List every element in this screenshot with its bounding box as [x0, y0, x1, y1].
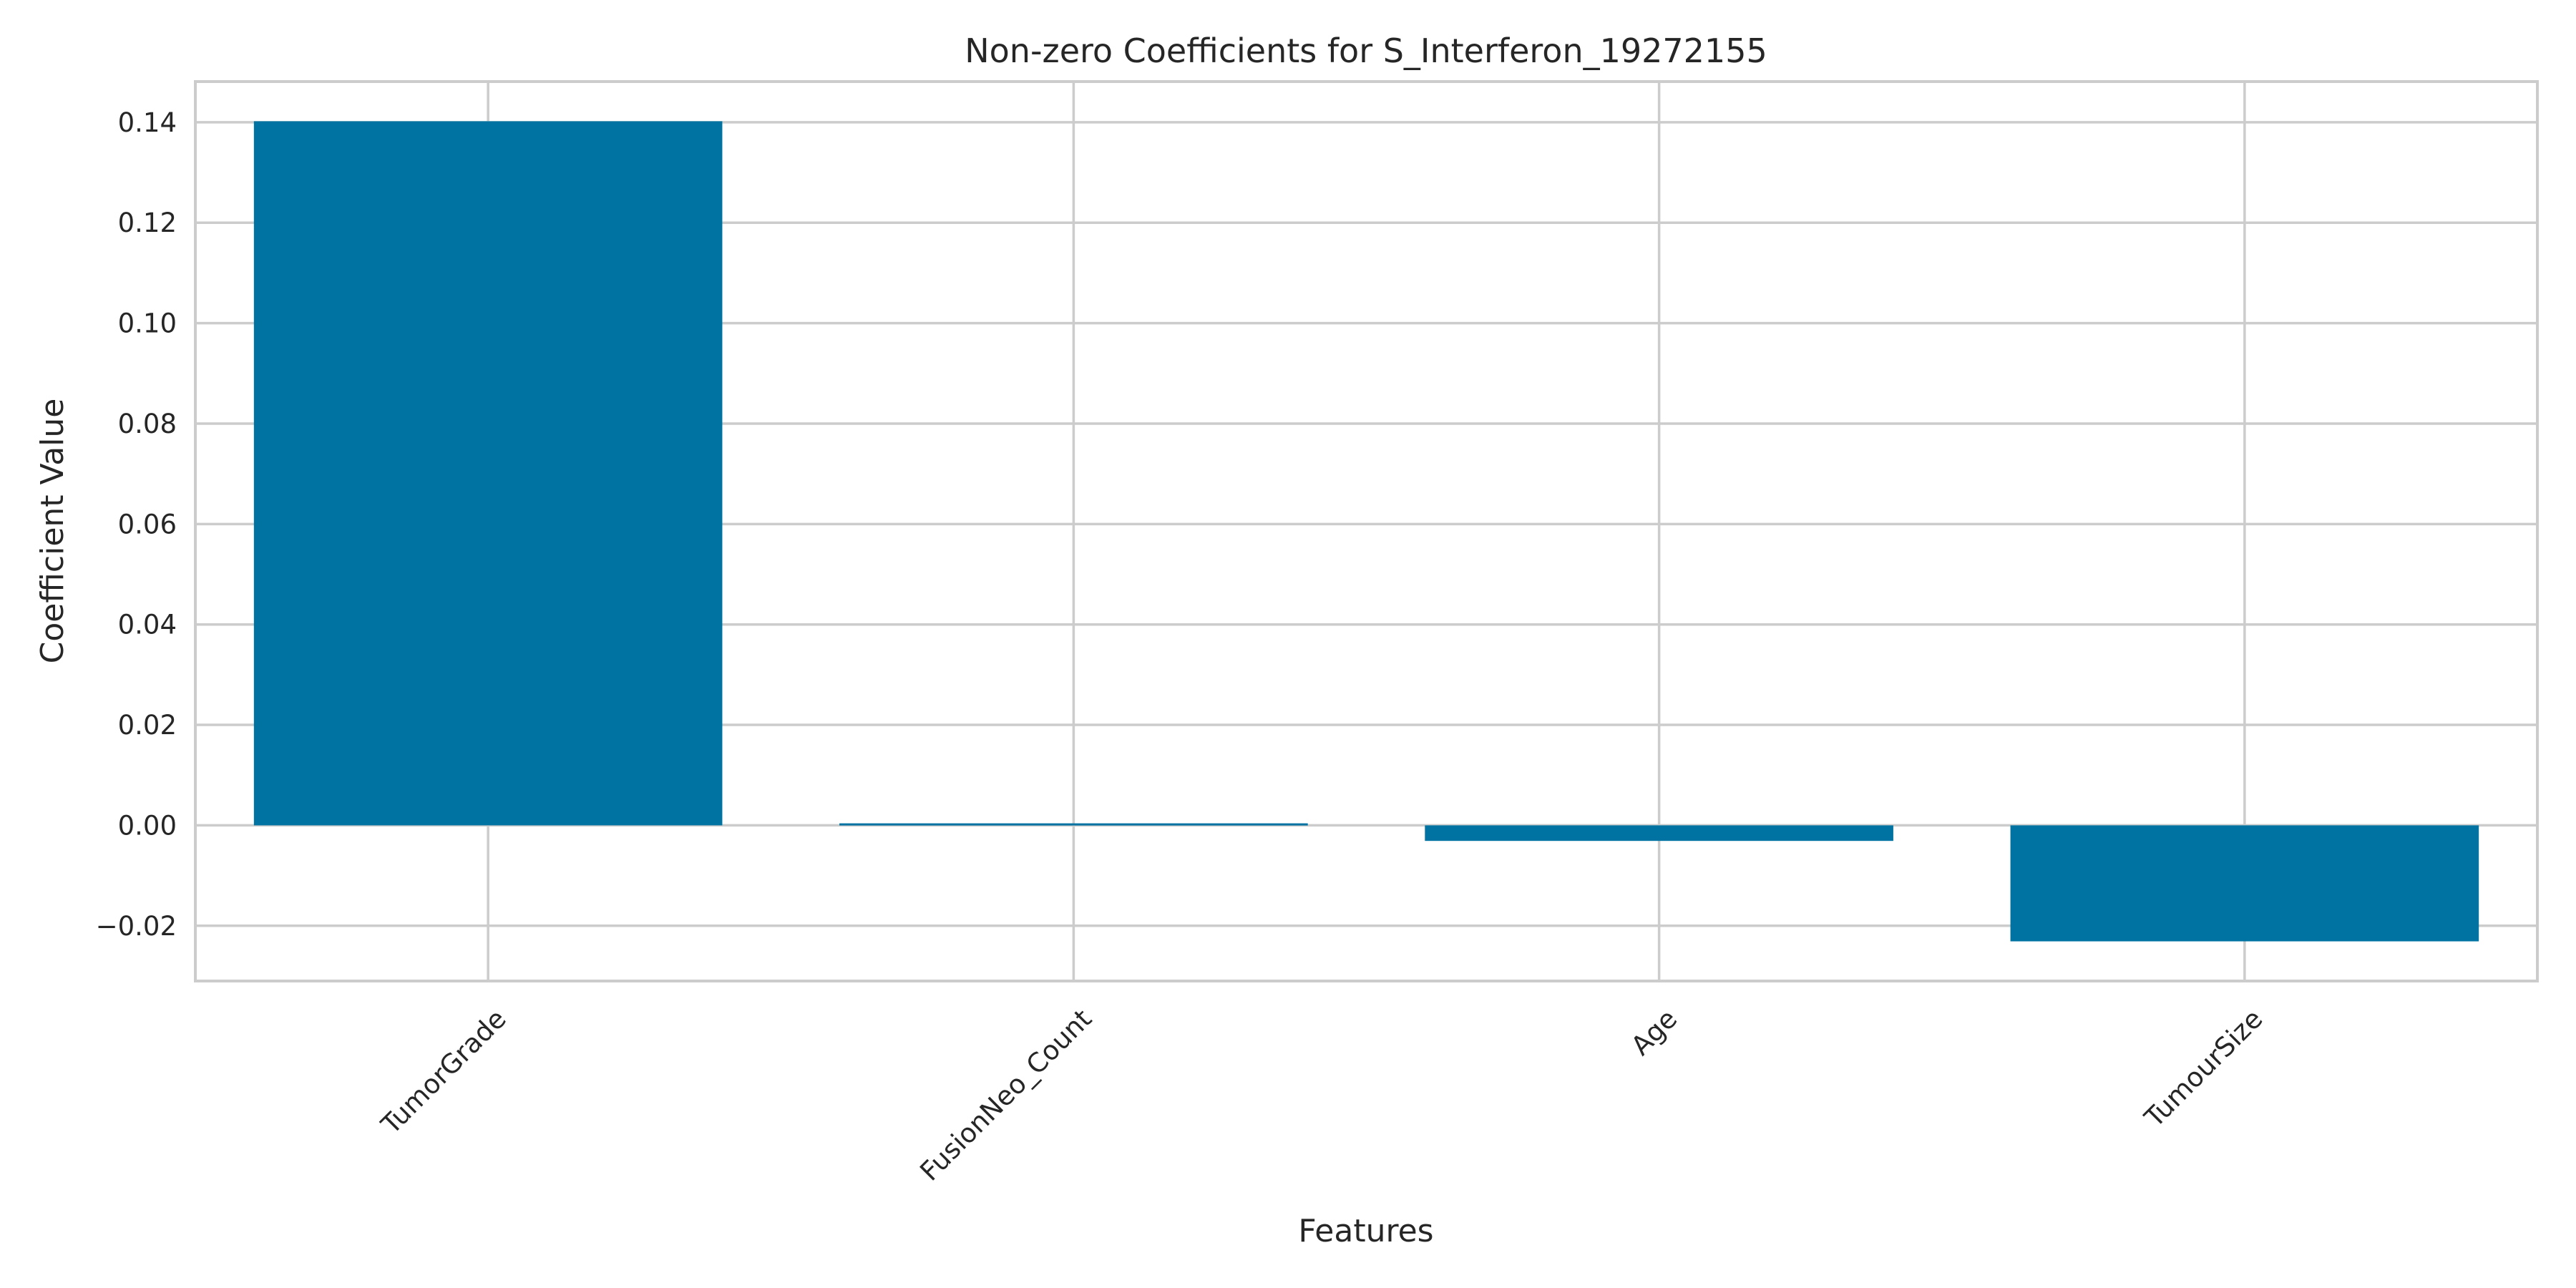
bars [253, 121, 2479, 942]
x-tick-label: TumourSize [2138, 1003, 2268, 1133]
bar-age [1425, 825, 1893, 841]
y-tick-label: 0.00 [118, 810, 177, 841]
bar-fusionneo-count [839, 823, 1308, 826]
y-tick-label: 0.04 [118, 610, 177, 640]
y-tick-label: 0.06 [118, 509, 177, 540]
y-tick-label: 0.14 [118, 107, 177, 138]
chart-title: Non-zero Coefficients for S_Interferon_1… [965, 31, 1767, 70]
plot-area-frame [194, 80, 2539, 982]
bar-tumoursize [2010, 825, 2479, 942]
x-tick-label: TumorGrade [375, 1003, 512, 1141]
x-tick-labels: TumorGrade FusionNeo_Count Age TumourSize [375, 1003, 2268, 1187]
y-tick-label: 0.08 [118, 409, 177, 439]
x-tick-label: Age [1625, 1003, 1683, 1061]
y-tick-labels: −0.02 0.00 0.02 0.04 0.06 0.08 0.10 0.12 0.14 [96, 107, 177, 942]
x-tick-label: FusionNeo_Count [914, 1003, 1098, 1187]
bar-tumorgrade [253, 121, 723, 826]
y-tick-label: 0.12 [118, 208, 177, 238]
x-axis-label: Features [1298, 1213, 1433, 1249]
y-axis-label: Coefficient Value [34, 399, 71, 664]
y-tick-label: 0.02 [118, 710, 177, 741]
y-tick-label: −0.02 [96, 911, 177, 942]
y-tick-label: 0.10 [118, 308, 177, 339]
